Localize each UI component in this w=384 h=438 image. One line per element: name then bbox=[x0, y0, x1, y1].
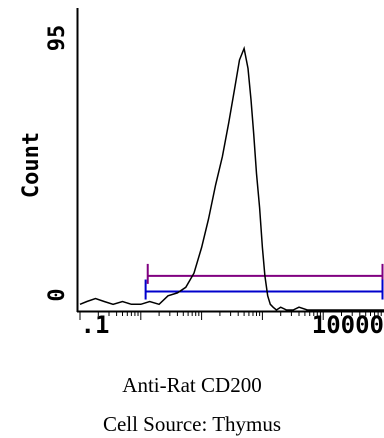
x-axis-title: Anti-Rat CD200 bbox=[122, 373, 262, 397]
y-tick-label-bottom: 0 bbox=[45, 288, 70, 301]
svg-text:Count: Count bbox=[19, 132, 44, 198]
histogram-series-line bbox=[79, 45, 384, 311]
x-tick-label-left: .1 bbox=[81, 311, 110, 339]
cell-source-caption: Cell Source: Thymus bbox=[102, 412, 282, 436]
y-axis-title: Count bbox=[19, 132, 44, 198]
svg-text:95: 95 bbox=[45, 25, 70, 52]
x-axis-ticks bbox=[79, 311, 382, 320]
svg-text:0: 0 bbox=[45, 288, 70, 301]
y-tick-label-top: 95 bbox=[45, 25, 70, 52]
x-tick-label-right: 10000 bbox=[312, 311, 384, 339]
